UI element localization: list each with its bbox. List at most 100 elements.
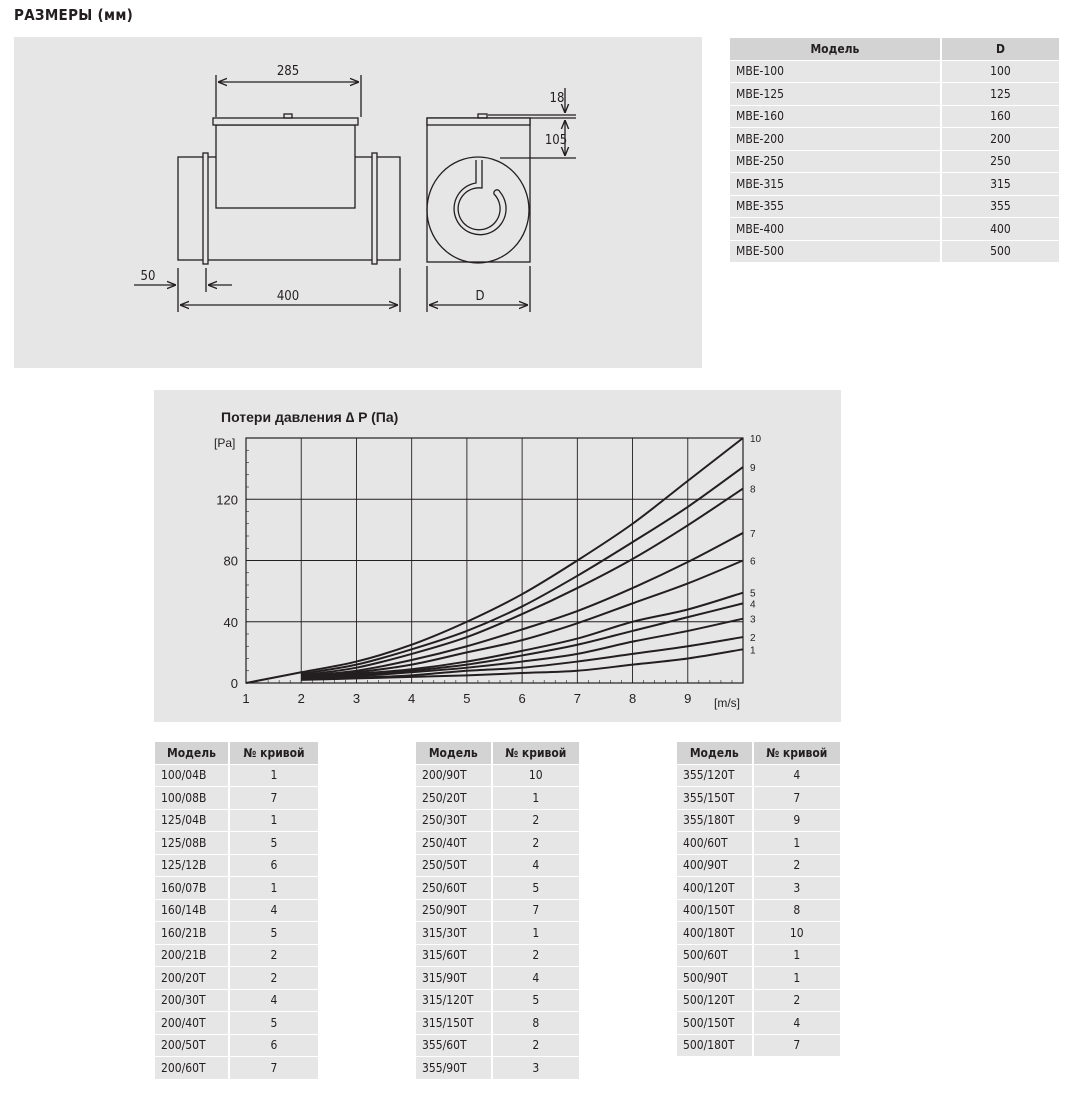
table-row: 160/07B 1 [155,877,318,899]
table-row: 400/120T 3 [677,877,840,899]
value-cell: 1 [751,967,840,989]
curve-8 [301,487,744,677]
x-tick-label: 9 [684,691,691,706]
model-cell: 200/90T [416,764,491,786]
table-row: 250/50T 4 [416,854,579,876]
model-cell: 250/40T [416,832,491,854]
table-row: MBE-355 355 [730,195,1059,217]
table-row: 125/04B 1 [155,809,318,831]
model-cell: 355/180T [677,809,752,831]
model-cell: 125/08B [155,832,228,854]
curve-6 [301,559,744,678]
value-cell: 2 [751,989,840,1011]
model-cell: MBE-100 [730,60,940,82]
model-cell: MBE-160 [730,105,940,127]
value-cell: 1 [751,832,840,854]
value-cell: 2 [490,809,579,831]
value-cell: 7 [751,1034,840,1056]
x-tick-label: 2 [298,691,305,706]
dim-d-label: D [475,289,484,304]
y-axis-label: [Pa] [214,436,235,450]
value-cell: 1 [490,787,579,809]
col-header: № кривой [751,742,840,764]
table-row: 250/90T 7 [416,899,579,921]
model-cell: 315/60T [416,944,491,966]
value-cell: 1 [227,877,318,899]
curve-table-3: Модель № кривой 355/120T 4 355/150T 7 355/180… [677,741,840,1057]
curve-label: 6 [750,557,756,568]
table-row: 200/60T 7 [155,1057,318,1079]
model-cell: 125/04B [155,809,228,831]
model-cell: 400/180T [677,922,752,944]
model-cell: 160/21B [155,922,228,944]
table-row: 250/30T 2 [416,809,579,831]
dim-50-label: 50 [141,269,156,284]
table-row: MBE-500 500 [730,240,1059,262]
table-row: 315/90T 4 [416,967,579,989]
curve-label: 10 [750,434,762,445]
table-row: 355/90T 3 [416,1057,579,1079]
table-row: 200/90T 10 [416,764,579,786]
x-axis-label: [m/s] [714,696,740,710]
value-cell: 355 [939,195,1059,217]
value-cell: 6 [227,854,318,876]
model-cell: MBE-355 [730,195,940,217]
table-row: 200/30T 4 [155,989,318,1011]
model-cell: 200/50T [155,1034,228,1056]
table-row: 355/60T 2 [416,1034,579,1056]
model-cell: MBE-250 [730,150,940,172]
col-header: № кривой [490,742,579,764]
model-cell: 200/30T [155,989,228,1011]
value-cell: 1 [227,809,318,831]
value-cell: 2 [751,854,840,876]
front-view [426,88,576,312]
table-row: 315/150T 8 [416,1012,579,1034]
value-cell: 1 [490,922,579,944]
table-row: 400/180T 10 [677,922,840,944]
model-cell: 125/12B [155,854,228,876]
value-cell: 3 [490,1057,579,1079]
value-cell: 2 [490,832,579,854]
table-row: MBE-100 100 [730,60,1059,82]
dim-400-label: 400 [277,289,299,304]
value-cell: 8 [751,899,840,921]
value-cell: 400 [939,218,1059,240]
table-row: 315/30T 1 [416,922,579,944]
value-cell: 2 [227,944,318,966]
value-cell: 2 [227,967,318,989]
model-cell: 500/150T [677,1012,752,1034]
table-row: 100/04B 1 [155,764,318,786]
model-cell: 355/120T [677,764,752,786]
value-cell: 2 [490,944,579,966]
curve-4 [301,602,744,680]
section-title: РАЗМЕРЫ (мм) [14,6,134,24]
model-cell: 200/21B [155,944,228,966]
value-cell: 7 [751,787,840,809]
value-cell: 3 [751,877,840,899]
col-header: № кривой [227,742,318,764]
table-row: MBE-160 160 [730,105,1059,127]
curve-label: 4 [750,599,756,610]
dim-285-label: 285 [277,64,299,79]
curve-label: 9 [750,463,756,474]
model-cell: 200/40T [155,1012,228,1034]
model-cell: 100/04B [155,764,228,786]
curve-10 [245,437,744,684]
dim-105-label: 105 [545,133,567,148]
curve-label: 8 [750,485,756,496]
model-cell: 500/180T [677,1034,752,1056]
table-row: 100/08B 7 [155,787,318,809]
table-row: 160/21B 5 [155,922,318,944]
value-cell: 125 [939,83,1059,105]
value-cell: 160 [939,105,1059,127]
model-cell: 200/20T [155,967,228,989]
table-row: 250/60T 5 [416,877,579,899]
table-row: MBE-125 125 [730,83,1059,105]
value-cell: 6 [227,1034,318,1056]
curve-label: 7 [750,529,756,540]
value-cell: 8 [490,1012,579,1034]
curve-table-2: Модель № кривой 200/90T 10 250/20T 1 250/30T 2… [416,741,579,1080]
y-tick-label: 0 [231,676,238,691]
value-cell: 4 [490,967,579,989]
curve-7 [301,532,744,678]
